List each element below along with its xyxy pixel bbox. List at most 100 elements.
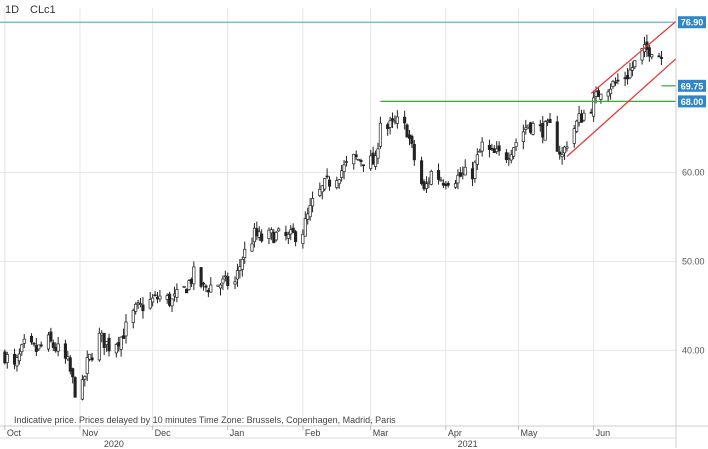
candle	[538, 119, 542, 132]
price-tag-label-68.00: 68.00	[681, 97, 704, 107]
candle	[361, 164, 365, 172]
candle	[521, 124, 525, 150]
candle	[490, 143, 494, 151]
candle	[138, 297, 143, 308]
candle-body	[286, 233, 290, 239]
candle	[107, 333, 111, 357]
candle	[543, 120, 547, 141]
candle	[388, 116, 392, 135]
candle	[463, 159, 467, 176]
candle	[46, 332, 51, 352]
candle	[68, 355, 72, 375]
candle-body	[17, 353, 21, 362]
candle-body	[257, 231, 261, 238]
candle-body	[407, 134, 412, 139]
candle-body	[352, 153, 356, 165]
candle	[427, 177, 431, 189]
price-tag-69.75	[678, 79, 706, 92]
channel-line-2[interactable]	[590, 20, 677, 94]
candle-body	[131, 310, 135, 323]
candle-body	[555, 121, 559, 152]
symbol-label[interactable]: CLc1	[30, 4, 56, 16]
candle	[555, 115, 559, 153]
candle-body	[623, 77, 627, 80]
candle	[437, 163, 441, 185]
candle-body	[497, 145, 501, 152]
candle-body	[301, 233, 305, 244]
candle-body	[405, 124, 409, 138]
candle	[22, 334, 26, 349]
candle	[625, 68, 630, 85]
candle-body	[487, 144, 491, 150]
candle-body	[151, 297, 155, 303]
candle	[405, 123, 409, 138]
year-label: 2020	[104, 439, 124, 449]
candle-body	[56, 343, 60, 352]
candle-body	[29, 335, 34, 343]
x-tick-label: Mar	[373, 428, 389, 438]
candle	[575, 119, 579, 133]
candle-body	[289, 229, 293, 235]
candle-body	[606, 91, 610, 97]
candle	[80, 374, 84, 401]
candle	[403, 110, 407, 130]
candle-body	[22, 338, 26, 344]
candle-body	[444, 183, 448, 187]
candle	[192, 261, 196, 291]
candle-body	[647, 47, 651, 57]
candle	[39, 341, 43, 348]
candle	[359, 158, 363, 167]
candle-body	[507, 158, 511, 161]
candle	[209, 277, 213, 293]
candle-body	[625, 75, 630, 80]
candle	[73, 376, 77, 398]
candle-body	[71, 368, 75, 378]
candle	[504, 149, 508, 164]
candle-body	[138, 303, 143, 306]
candle	[582, 109, 586, 122]
candle	[657, 52, 661, 58]
candle-body	[630, 67, 634, 71]
candle-body	[34, 345, 38, 352]
candle-body	[335, 180, 339, 188]
candle-body	[458, 172, 462, 177]
candle	[269, 227, 273, 241]
candle	[199, 267, 203, 289]
candle-body	[49, 331, 53, 342]
candle	[289, 225, 293, 241]
candle-body	[453, 183, 458, 188]
candle	[599, 93, 603, 104]
candle-body	[410, 135, 414, 144]
candle	[623, 71, 627, 87]
candle	[240, 256, 244, 277]
candle	[85, 350, 89, 381]
candle	[12, 348, 17, 370]
price-tag-76.90	[678, 16, 706, 29]
candle	[201, 281, 206, 291]
candle	[514, 138, 518, 152]
candle	[337, 178, 341, 189]
candle	[579, 109, 584, 123]
timeframe-label[interactable]: 1D	[5, 4, 20, 16]
x-tick-label: Dec	[155, 428, 172, 438]
candle-body	[369, 155, 373, 169]
candle-body	[504, 152, 508, 160]
candle-body	[478, 150, 482, 153]
channel-line-1[interactable]	[566, 58, 677, 158]
candle	[611, 80, 615, 89]
candle-body	[54, 346, 58, 352]
candle-body	[68, 357, 72, 372]
candle-body	[218, 284, 223, 289]
candle	[325, 168, 329, 179]
candle	[97, 327, 101, 362]
candle-body	[274, 231, 278, 241]
candle	[546, 118, 550, 127]
candle-body	[107, 337, 111, 352]
candle-body	[226, 276, 230, 286]
candle	[71, 367, 75, 384]
candle-body	[85, 357, 89, 375]
candle-body	[386, 124, 390, 130]
candle-body	[185, 288, 189, 294]
candle-body	[340, 170, 344, 178]
